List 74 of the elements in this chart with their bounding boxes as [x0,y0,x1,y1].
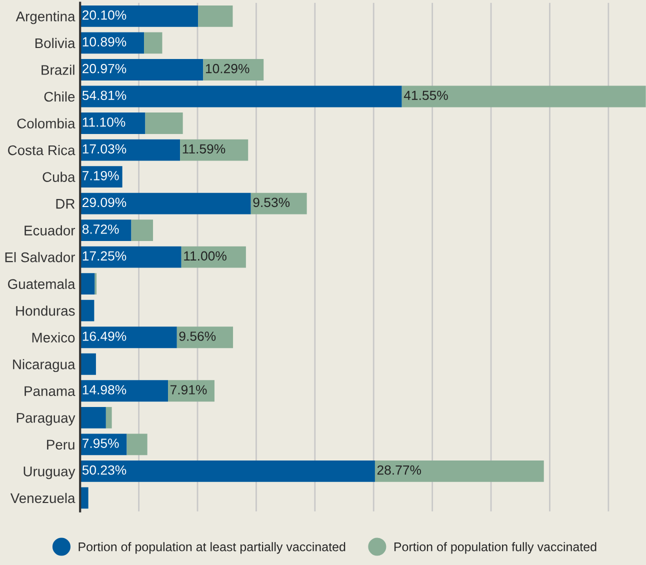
bar [80,273,95,295]
data-label: 28.77% [377,465,422,475]
bar [80,353,96,375]
bar [80,380,168,402]
y-tick-label: Uruguay [24,466,76,480]
bar [80,300,94,322]
bar [126,434,148,456]
data-label: 9.56% [179,332,216,341]
bar [203,59,264,80]
bar [80,460,375,482]
y-tick-label: Venezuela [10,492,76,504]
legend-label: Portion of population fully vaccinated [394,542,596,554]
bar [80,220,132,242]
bar [145,112,183,134]
legend-label: Portion of population at least partially vaccinated [78,542,346,554]
data-label: 17.03% [82,144,126,154]
bar [80,192,251,214]
data-label: 14.98% [82,385,126,394]
data-label: 17.25% [82,251,126,261]
bar [80,434,127,456]
data-label: 8.72% [82,224,119,234]
data-label: 11.59% [182,144,226,154]
data-label: 41.55% [404,90,448,100]
bar [181,246,246,268]
y-tick-label: Brazil [42,64,74,75]
bar [80,246,182,268]
bar [250,192,307,214]
bar [180,139,248,161]
y-tick-label: Cuba [42,172,76,182]
y-tick-label: Panama [24,386,76,396]
data-label: 54.81% [82,90,126,100]
data-label: 11.00% [184,251,226,261]
bar [198,6,233,27]
data-label: 9.53% [253,198,290,208]
data-label: 7.19% [82,170,119,180]
y-tick-label: Argentina [16,11,76,24]
y-tick-label: Honduras [16,306,75,316]
y-tick-label: Peru [47,440,74,450]
bar [80,406,106,428]
bar [80,6,198,27]
data-label: 50.23% [82,465,126,475]
data-label: 20.97% [82,64,126,74]
bar [80,487,88,509]
y-tick-label: Colombia [17,118,76,128]
data-label: 10.89% [82,37,126,47]
bar [131,220,154,242]
data-label: 7.95% [82,438,119,448]
bar [168,380,214,402]
data-label: 20.10% [82,10,126,20]
bar [402,86,646,108]
y-tick-label: Guatemala [8,278,76,290]
bar [176,326,234,348]
y-tick-label: Ecuador [24,225,76,236]
data-label: 7.91% [170,385,207,394]
data-label: 10.29% [206,64,250,74]
bar [144,32,162,54]
data-label: 11.10% [82,117,126,127]
y-tick-label: Costa Rica [8,144,76,156]
y-tick-label: Paraguay [16,413,76,426]
bar [80,139,180,161]
bar [80,112,146,134]
y-tick-label: DR [56,199,75,209]
data-label: 29.09% [82,198,126,208]
y-tick-label: Nicaragua [13,359,76,372]
bar [374,460,544,482]
y-tick-label: Mexico [32,332,75,343]
bar [80,86,402,108]
y-tick-label: El Salvador [5,252,76,262]
y-tick-label: Chile [44,91,75,102]
bar [80,59,204,80]
bar [80,326,177,348]
bar [106,406,112,428]
data-label: 16.49% [82,332,126,341]
y-tick-label: Bolivia [35,38,76,48]
